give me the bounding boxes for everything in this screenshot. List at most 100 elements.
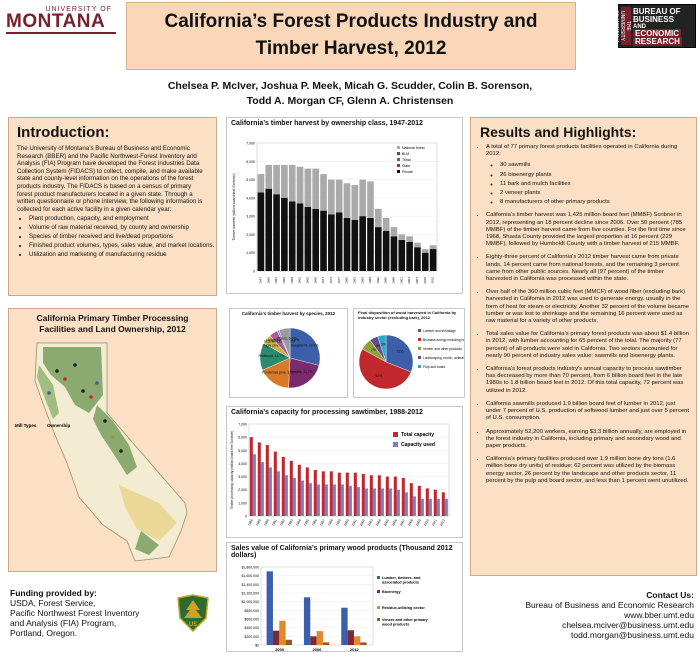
harvest-by-species-chart: California’s timber harvest by species, …	[229, 308, 348, 398]
bar-private	[421, 252, 429, 271]
bar-national-forest	[406, 236, 413, 242]
results-heading: Results and Highlights:	[480, 124, 637, 140]
legend-label: BLM	[402, 152, 409, 156]
y-tick-label: $1,400,000	[241, 583, 259, 587]
legend-swatch	[418, 356, 421, 360]
legend-swatch	[397, 146, 400, 149]
y-tick-label: 1,000	[238, 501, 247, 505]
list-item: 2 veneer plants	[500, 190, 690, 197]
bar	[345, 472, 349, 516]
x-tick-label: 1998	[392, 277, 396, 284]
x-tick-label: 1995	[303, 518, 310, 526]
x-tick-label: 1997	[319, 518, 326, 526]
bber-logo-line-2: BUSINESS	[633, 15, 674, 24]
chart-title: California’s timber harvest by ownership…	[231, 120, 423, 127]
bar-private	[343, 217, 351, 271]
legend-label: National forest	[402, 146, 425, 150]
x-tick-label: 2009	[415, 518, 422, 526]
contact-email[interactable]: chelsea.mciver@business.umt.edu	[562, 620, 694, 630]
blm-land-region	[119, 485, 177, 541]
bar	[348, 485, 352, 516]
y-tick-label: 3,000	[246, 215, 255, 219]
x-tick-label: 1950	[266, 277, 270, 284]
authors-line-2: Todd A. Morgan CF, Glenn A. Christensen	[246, 95, 454, 107]
bber-logo-sidebar: THE UNIVERSITY OF MONTANA	[613, 7, 631, 45]
bar	[260, 462, 264, 516]
bar-private	[312, 208, 320, 271]
bar	[273, 451, 277, 516]
bar-national-forest	[398, 234, 406, 240]
y-axis-label: Timber processing capacity (million boar…	[230, 431, 234, 510]
author-list: Chelsea P. McIver, Joshua P. Meek, Micah…	[140, 79, 560, 109]
funding-line: USDA, Forest Service,	[10, 598, 96, 608]
bar	[372, 488, 376, 516]
legend-label: Tribal	[402, 158, 411, 162]
timber-harvest-chart-svg: 0 1,000 2,000 3,000 4,000 5,000 6,000 7,000 Timb…	[232, 142, 438, 284]
x-tick-label: 2006	[313, 647, 323, 652]
list-item: A total of 77 primary forest products fa…	[486, 144, 690, 206]
bar-private	[398, 239, 406, 271]
list-item: California’s forest products industry’s …	[486, 366, 690, 395]
chart-title: California’s capacity for processing saw…	[231, 409, 423, 416]
x-tick-label: 1986	[360, 277, 364, 284]
list-item: Approximately 52,200 workers, earning $3…	[486, 429, 690, 451]
legend-label: Lumber and shrinkage	[423, 329, 456, 333]
legend-swatch	[397, 158, 400, 161]
bar-national-forest	[296, 166, 304, 204]
bar-national-forest	[343, 183, 351, 218]
x-tick-label: 2007	[415, 277, 419, 284]
legend-swatch	[418, 329, 421, 333]
slice-label: 52%	[375, 374, 382, 378]
y-tick-label: $1,800,000	[241, 566, 259, 570]
bar	[385, 476, 389, 516]
bar	[441, 492, 445, 516]
x-tick-label: 2000	[343, 518, 350, 526]
y-tick-label: 5,000	[238, 449, 247, 453]
logo-wordmark: MONTANA	[6, 11, 106, 32]
legend-swatch	[418, 338, 421, 342]
legend-label: Capacity used	[401, 442, 435, 448]
bar	[249, 437, 253, 516]
bar	[321, 471, 325, 516]
results-panel: Results and Highlights: A total of 77 pr…	[470, 117, 697, 576]
legend-swatch	[393, 432, 398, 437]
funding-line: Portland, Oregon.	[10, 628, 78, 638]
bar-private	[382, 230, 390, 271]
bar	[337, 472, 341, 516]
harvest-by-species-pie-svg: Douglas-fir, 28.9% True firs, 21.7%Ponder…	[259, 327, 321, 389]
poster-title-box: California’s Forest Products Industry an…	[126, 2, 576, 70]
bar-private	[257, 192, 265, 271]
results-bullet-list: A total of 77 primary forest products fa…	[471, 144, 690, 485]
x-tick-label: 1983	[352, 277, 356, 284]
x-tick-label: 1977	[337, 277, 341, 284]
bar	[308, 483, 312, 516]
bar	[316, 631, 323, 645]
bar-private	[414, 247, 421, 271]
contact-link[interactable]: www.bber.umt.edu	[624, 610, 694, 620]
y-tick-label: 7,000	[246, 142, 255, 146]
bar	[356, 487, 360, 516]
bar	[279, 620, 286, 645]
legend-label: Veneer and other products	[423, 347, 462, 351]
x-tick-label: 1992	[376, 277, 380, 284]
bar-private	[328, 214, 335, 271]
slice-label: Ponderosa pine, 17.6%	[262, 370, 297, 374]
poster-title: California’s Forest Products Industry an…	[127, 8, 575, 62]
x-tick-label: 2008	[407, 518, 414, 526]
bber-logo-line-4: ECONOMIC	[633, 29, 681, 38]
california-ownership-map: Mill Types Ownership	[15, 342, 188, 562]
list-item: Utilization and marketing of manufacturi…	[29, 251, 216, 259]
wood-disposition-pie-svg: 31%52%7%5% 5%Lumber and shrinkageBiomass …	[358, 329, 477, 390]
bar-national-forest	[288, 164, 296, 202]
y-tick-label: 0	[253, 270, 255, 274]
x-tick-label: 1995	[384, 277, 388, 284]
contact-email[interactable]: todd.morgan@business.umt.edu	[571, 630, 694, 640]
bar	[425, 488, 429, 516]
california-map-panel: California Primary Timber Processing Fac…	[8, 308, 217, 572]
x-tick-label: 1992	[279, 518, 286, 526]
sales-value-chart: Sales value of California’s primary wood…	[226, 542, 463, 652]
bar	[428, 498, 432, 516]
bar	[303, 597, 311, 645]
x-tick-label: 2001	[399, 277, 403, 284]
map-title: California Primary Timber Processing Fac…	[9, 313, 216, 335]
